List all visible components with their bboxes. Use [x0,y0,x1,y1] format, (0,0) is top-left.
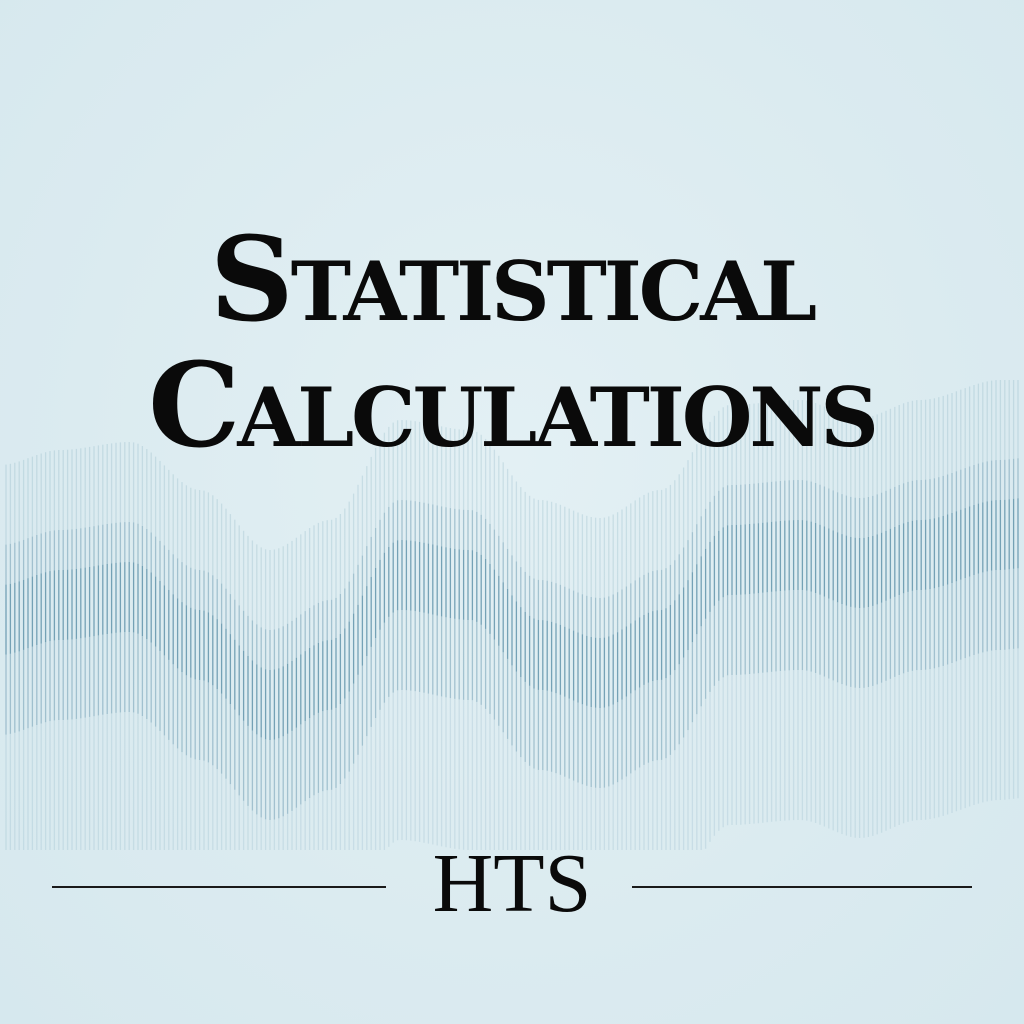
title-line-1: Statistical [209,212,817,348]
title-line-2: Calculations [148,338,879,474]
footer-rule-left [52,886,386,888]
waveform-lines [5,380,1019,850]
waveform-graphic [5,380,1019,850]
footer-mark: HTS [432,837,592,930]
footer-rule-right [632,886,972,888]
